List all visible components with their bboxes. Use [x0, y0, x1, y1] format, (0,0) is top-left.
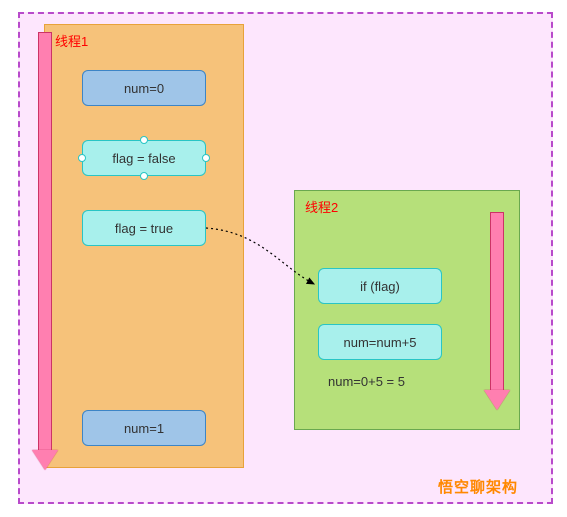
- selection-handle[interactable]: [140, 172, 148, 180]
- watermark-text: 悟空聊架构: [438, 476, 518, 497]
- thread2-timeline-arrow: [490, 212, 504, 390]
- thread1-box-0: num=0: [82, 70, 206, 106]
- selection-handle[interactable]: [202, 154, 210, 162]
- thread1-box-3: num=1: [82, 410, 206, 446]
- thread1-box-1: flag = false: [82, 140, 206, 176]
- thread2-timeline-arrow-head: [484, 390, 510, 410]
- thread1-timeline-arrow-head: [32, 450, 58, 470]
- selection-handle[interactable]: [140, 136, 148, 144]
- thread1-title: 线程1: [55, 31, 88, 50]
- thread1-box-2: flag = true: [82, 210, 206, 246]
- thread2-result-text: num=0+5 = 5: [328, 374, 405, 389]
- thread2-box-0: if (flag): [318, 268, 442, 304]
- thread1-timeline-arrow: [38, 32, 52, 450]
- diagram-canvas: 线程1 线程2 悟空聊架构 num=0 flag = false flag = tr…: [0, 0, 567, 517]
- selection-handle[interactable]: [78, 154, 86, 162]
- thread2-title: 线程2: [305, 197, 338, 216]
- thread2-box-1: num=num+5: [318, 324, 442, 360]
